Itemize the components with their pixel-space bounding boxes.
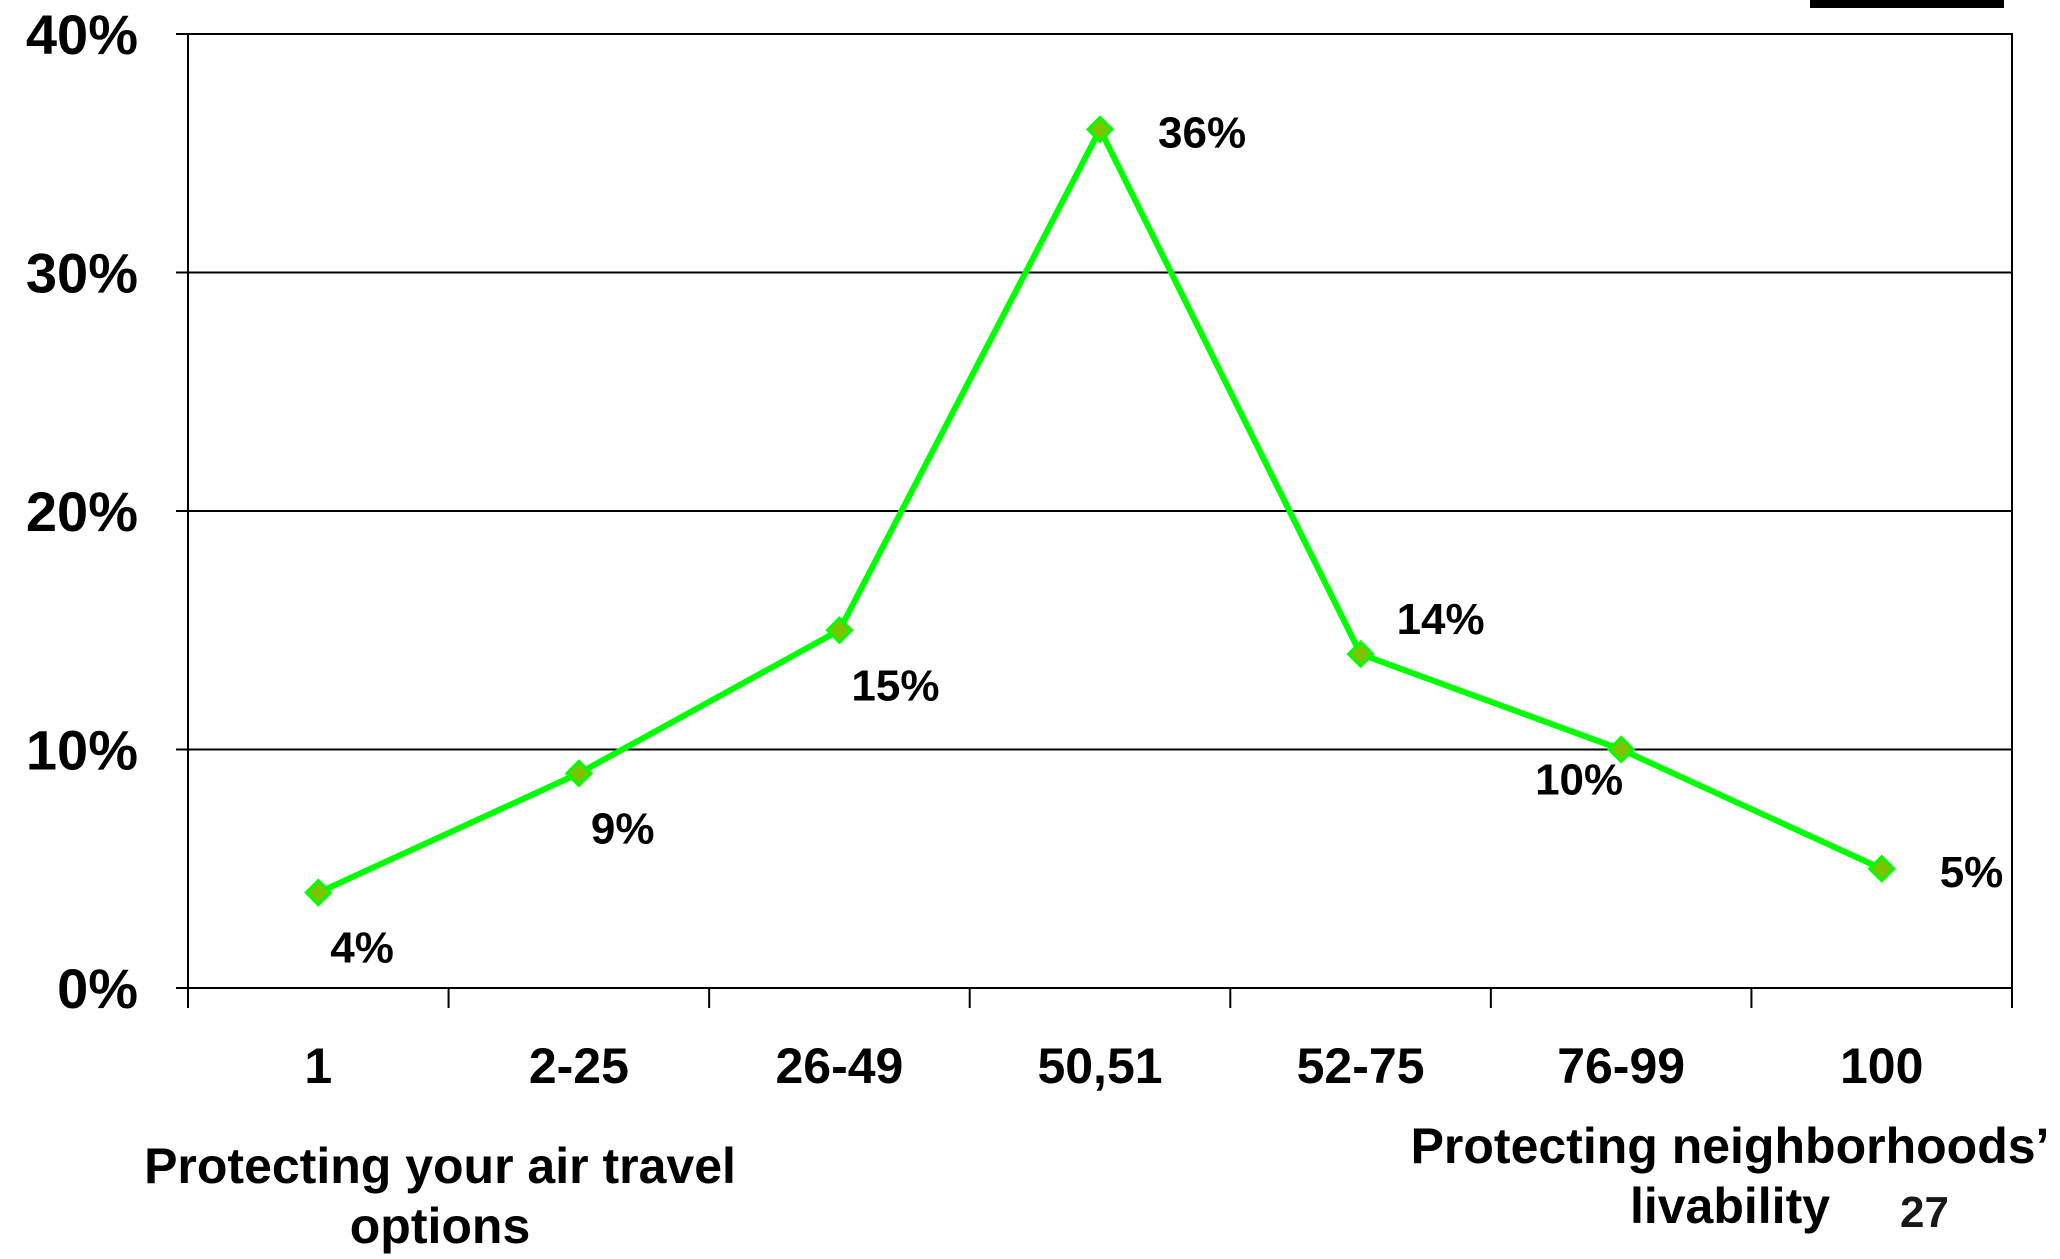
data-point-marker [825, 616, 854, 645]
data-labels: 4% 9% 15% 36% 14% 10% 5% [330, 108, 2003, 972]
data-point-marker [1867, 854, 1896, 883]
data-label: 5% [1940, 848, 2004, 897]
x-tick-label: 2-25 [529, 1038, 629, 1094]
data-label: 36% [1158, 108, 1246, 157]
x-tick-label: 1 [304, 1038, 332, 1094]
data-label: 15% [851, 661, 939, 710]
x-tick-labels: 1 2-25 26-49 50,51 52-75 76-99 100 [304, 1038, 1923, 1094]
x-tick-label: 50,51 [1037, 1038, 1162, 1094]
y-tick-label: 30% [26, 242, 138, 305]
data-point-marker [1346, 639, 1375, 669]
header-bar-decoration [1810, 0, 2004, 8]
gridlines [188, 33, 2012, 989]
y-tick-labels: 0% 10% 20% 30% 40% [26, 3, 138, 1020]
x-tick-label: 52-75 [1297, 1038, 1425, 1094]
data-markers [304, 115, 1896, 907]
data-label: 4% [330, 924, 394, 973]
y-tick-label: 10% [26, 719, 138, 782]
data-point-marker [1607, 735, 1636, 764]
left-end-label: Protecting your air travel options [144, 1138, 736, 1254]
y-tick-label: 0% [57, 957, 138, 1020]
data-point-marker [1085, 115, 1115, 144]
data-label: 14% [1397, 595, 1485, 644]
x-tick-label: 26-49 [775, 1038, 903, 1094]
data-label: 10% [1535, 756, 1623, 805]
x-tick-label: 76-99 [1557, 1038, 1685, 1094]
y-tick-label: 20% [26, 480, 138, 543]
data-point-marker [564, 759, 593, 788]
page-number: 27 [1900, 1188, 1949, 1237]
right-end-label: Protecting neighborhoods’ livability [1410, 1118, 2050, 1234]
y-tick-label: 40% [26, 3, 138, 66]
data-point-marker [304, 878, 333, 907]
axes [176, 33, 2013, 1008]
x-tick-label: 100 [1840, 1038, 1923, 1094]
data-label: 9% [591, 804, 655, 853]
